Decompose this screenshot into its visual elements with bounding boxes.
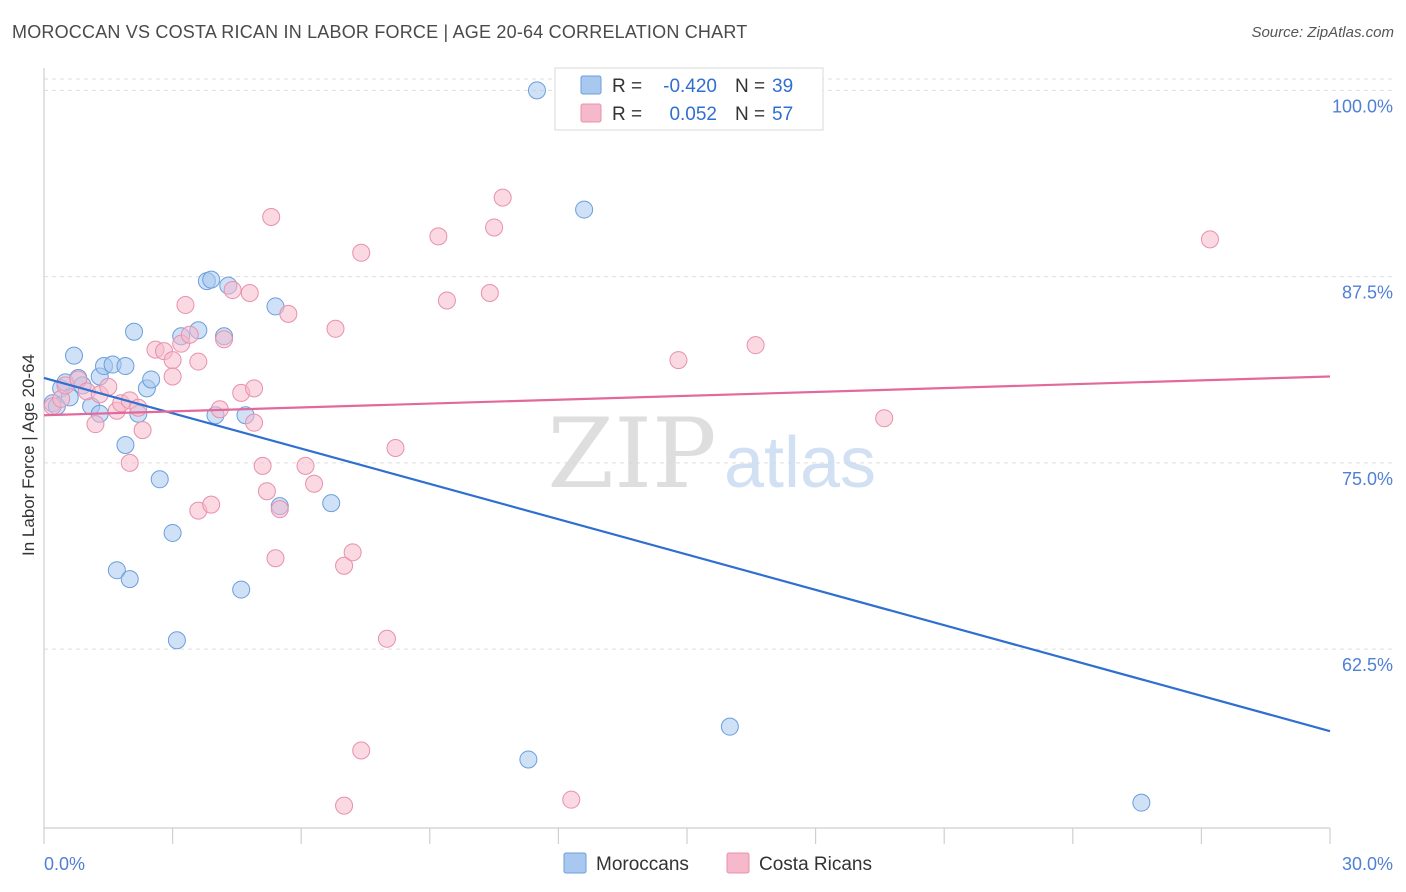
moroccans-swatch bbox=[580, 75, 602, 95]
costa-ricans-point bbox=[669, 351, 688, 370]
costa-ricans-point bbox=[296, 456, 315, 475]
costa-ricans-point bbox=[253, 456, 272, 475]
costa-ricans-point bbox=[429, 227, 448, 246]
costa-ricans-point bbox=[480, 284, 499, 303]
costa-ricans-point bbox=[86, 415, 105, 434]
x-tick-label: 30.0% bbox=[1342, 854, 1393, 874]
costa-ricans-point bbox=[1200, 230, 1219, 249]
costa-ricans-point bbox=[493, 188, 512, 207]
costa-ricans-point bbox=[352, 741, 371, 760]
costa-ricans-point bbox=[215, 330, 234, 349]
moroccans-n-label: N = bbox=[735, 76, 765, 97]
moroccans-point bbox=[575, 200, 594, 219]
y-tick-label: 87.5% bbox=[1342, 283, 1393, 303]
costa-ricans-point bbox=[270, 500, 289, 519]
moroccans-point bbox=[116, 436, 135, 455]
moroccans-point bbox=[322, 494, 341, 513]
costa-ricans-point bbox=[335, 556, 354, 575]
y-tick-label: 75.0% bbox=[1342, 469, 1393, 489]
costa-ricans-point bbox=[163, 367, 182, 386]
costa-ricans-n-label: N = bbox=[735, 104, 765, 125]
costa-ricans-point bbox=[326, 319, 345, 338]
moroccans-point bbox=[116, 357, 135, 376]
costa-ricans-r-value: 0.052 bbox=[669, 104, 717, 125]
costa-ricans-point bbox=[202, 495, 221, 514]
y-axis-title: In Labor Force | Age 20-64 bbox=[19, 354, 38, 556]
x-tick-label: 0.0% bbox=[44, 854, 85, 874]
series-legend: Moroccans Costa Ricans bbox=[563, 852, 872, 875]
costa-ricans-point bbox=[223, 281, 242, 300]
moroccans-point bbox=[202, 270, 221, 289]
y-tick-label: 62.5% bbox=[1342, 655, 1393, 675]
legend-moroccans-label: Moroccans bbox=[596, 854, 689, 875]
moroccans-point bbox=[720, 717, 739, 736]
costa-ricans-point bbox=[189, 352, 208, 371]
costa-ricans-point bbox=[176, 295, 195, 314]
costa-ricans-point bbox=[120, 453, 139, 472]
costa-ricans-point bbox=[746, 336, 765, 355]
axes: 62.5% 75.0% 87.5% 100.0% 0.0% 30.0% In Labor F… bbox=[19, 68, 1393, 874]
moroccans-point bbox=[519, 750, 538, 769]
trend-lines bbox=[43, 375, 1331, 733]
costa-ricans-point bbox=[485, 218, 504, 237]
costa-ricans-point bbox=[266, 549, 285, 568]
costa-ricans-swatch bbox=[580, 103, 602, 123]
costa-ricans-point bbox=[305, 474, 324, 493]
costa-ricans-trend-line bbox=[43, 375, 1331, 417]
moroccans-point bbox=[125, 322, 144, 341]
stats-legend: R = -0.420 N = 39 R = 0.052 N = 57 bbox=[554, 67, 824, 131]
moroccans-point bbox=[163, 523, 182, 542]
costa-ricans-point bbox=[245, 413, 264, 432]
moroccans-point bbox=[150, 470, 169, 489]
costa-ricans-n-value: 57 bbox=[772, 104, 793, 125]
moroccans-point bbox=[142, 370, 161, 389]
costa-ricans-point bbox=[562, 790, 581, 809]
costa-ricans-point bbox=[240, 284, 259, 303]
watermark: ZIP atlas bbox=[547, 398, 876, 510]
costa-ricans-point bbox=[262, 208, 281, 227]
costa-ricans-point bbox=[875, 409, 894, 428]
moroccans-point bbox=[120, 570, 139, 589]
costa-ricans-point bbox=[386, 439, 405, 457]
chart-title: MOROCCAN VS COSTA RICAN IN LABOR FORCE |… bbox=[12, 22, 748, 42]
moroccans-trend-line bbox=[43, 376, 1331, 733]
moroccans-r-value: -0.420 bbox=[663, 76, 717, 97]
costa-ricans-point bbox=[343, 543, 362, 562]
costa-ricans-point bbox=[133, 421, 152, 440]
moroccans-point bbox=[232, 580, 251, 599]
costa-ricans-point bbox=[279, 304, 298, 323]
moroccans-point bbox=[107, 561, 126, 580]
moroccans-point bbox=[167, 631, 186, 650]
moroccans-point bbox=[1132, 793, 1151, 812]
chart-source: Source: ZipAtlas.com bbox=[1251, 24, 1394, 41]
data-points bbox=[43, 81, 1219, 815]
costa-ricans-point bbox=[163, 351, 182, 370]
legend-costa-ricans-swatch bbox=[726, 852, 750, 874]
costa-ricans-point bbox=[335, 796, 354, 815]
watermark-atlas: atlas bbox=[724, 423, 876, 503]
moroccans-point bbox=[65, 346, 84, 365]
costa-ricans-r-label: R = bbox=[612, 104, 642, 125]
legend-moroccans-swatch bbox=[563, 852, 587, 874]
costa-ricans-point bbox=[377, 629, 396, 648]
costa-ricans-point bbox=[257, 482, 276, 501]
moroccans-point bbox=[527, 81, 546, 100]
costa-ricans-point bbox=[437, 291, 456, 310]
legend-costa-ricans-label: Costa Ricans bbox=[759, 854, 872, 875]
costa-ricans-point bbox=[352, 243, 371, 262]
y-tick-label: 100.0% bbox=[1332, 96, 1393, 116]
moroccans-r-label: R = bbox=[612, 76, 642, 97]
moroccans-n-value: 39 bbox=[772, 76, 793, 97]
costa-ricans-point bbox=[180, 325, 199, 344]
watermark-zip: ZIP bbox=[547, 398, 716, 510]
costa-ricans-point bbox=[245, 379, 264, 398]
